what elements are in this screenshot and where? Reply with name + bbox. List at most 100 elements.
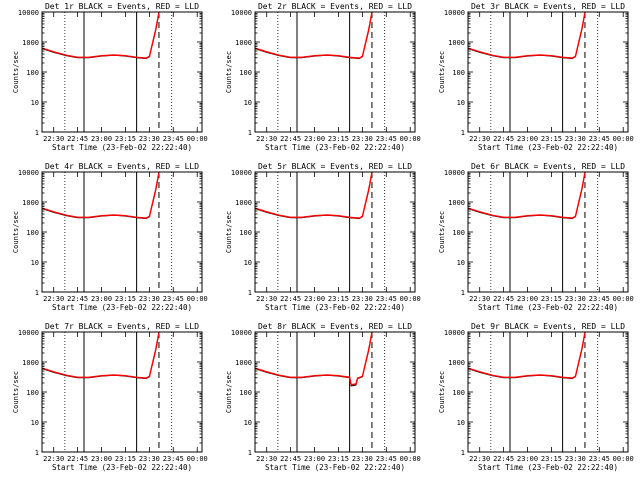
y-tick-label: 100: [452, 69, 465, 77]
x-tick-label: 23:45: [589, 295, 610, 303]
chart-panel: Det 7r BLACK = Events, RED = LLD 1 10 100 10…: [12, 322, 208, 472]
y-axis-label: Counts/sec: [12, 371, 20, 413]
x-tick-label: 23:30: [352, 455, 373, 463]
plot-frame: [254, 331, 416, 453]
plot-frame: [41, 331, 203, 453]
x-tick-label: 23:45: [163, 295, 184, 303]
x-tick-label: 23:00: [91, 455, 112, 463]
x-tick-label: 23:45: [163, 455, 184, 463]
y-tick-label: 1: [248, 289, 252, 297]
x-tick-label: 00:00: [187, 455, 208, 463]
x-tick-label: 22:30: [256, 295, 277, 303]
lld-rate-line: [254, 172, 373, 219]
x-tick-label: 23:30: [565, 455, 586, 463]
x-tick-label: 23:15: [541, 455, 562, 463]
y-tick-label: 1000: [448, 359, 465, 367]
x-tick-label: 22:30: [43, 455, 64, 463]
x-tick-label: 23:00: [517, 135, 538, 143]
x-tick-label: 23:15: [328, 455, 349, 463]
events-rate-line: [467, 13, 586, 60]
chart-title: Det 7r BLACK = Events, RED = LLD: [45, 322, 199, 331]
plot-frame: [254, 171, 416, 293]
x-tick-label: 22:45: [280, 455, 301, 463]
x-tick-label: 00:00: [187, 135, 208, 143]
events-rate-line: [254, 333, 373, 387]
y-tick-label: 10: [31, 259, 39, 267]
x-tick-label: 22:45: [280, 295, 301, 303]
x-axis-label: Start Time (23-Feb-02 22:22:40): [52, 303, 192, 312]
x-tick-label: 22:45: [493, 295, 514, 303]
x-tick-label: 00:00: [613, 455, 634, 463]
chart-panel: Det 4r BLACK = Events, RED = LLD 1 10 100 10…: [12, 162, 208, 312]
y-tick-label: 10: [31, 419, 39, 427]
x-tick-label: 23:45: [589, 455, 610, 463]
events-rate-line: [467, 333, 586, 380]
x-tick-label: 23:30: [565, 135, 586, 143]
y-tick-label: 1: [248, 129, 252, 137]
y-tick-label: 10: [244, 259, 252, 267]
chart-panel: Det 2r BLACK = Events, RED = LLD 1 10 100 10…: [225, 2, 421, 152]
x-tick-label: 22:30: [469, 455, 490, 463]
x-tick-label: 23:15: [115, 135, 136, 143]
x-tick-label: 23:15: [541, 135, 562, 143]
x-axis-label: Start Time (23-Feb-02 22:22:40): [265, 143, 405, 152]
x-tick-label: 00:00: [187, 295, 208, 303]
x-tick-label: 23:30: [565, 295, 586, 303]
x-tick-label: 23:00: [517, 455, 538, 463]
chart-title: Det 4r BLACK = Events, RED = LLD: [45, 162, 199, 171]
x-tick-label: 23:30: [139, 135, 160, 143]
y-tick-label: 100: [239, 229, 252, 237]
y-tick-label: 1: [35, 449, 39, 457]
chart-panel: Det 1r BLACK = Events, RED = LLD 1 10 100 10…: [12, 2, 208, 152]
y-tick-label: 10: [31, 99, 39, 107]
x-tick-label: 00:00: [400, 455, 421, 463]
y-tick-label: 1000: [235, 199, 252, 207]
y-axis-label: Counts/sec: [438, 371, 446, 413]
x-axis-label: Start Time (23-Feb-02 22:22:40): [265, 463, 405, 472]
events-rate-line: [41, 13, 160, 60]
x-tick-label: 23:45: [376, 135, 397, 143]
y-tick-label: 100: [452, 389, 465, 397]
y-axis-label: Counts/sec: [12, 51, 20, 93]
x-axis-label: Start Time (23-Feb-02 22:22:40): [478, 143, 618, 152]
y-axis-label: Counts/sec: [12, 211, 20, 253]
x-tick-label: 23:15: [328, 135, 349, 143]
y-tick-label: 100: [452, 229, 465, 237]
x-tick-label: 23:30: [352, 135, 373, 143]
chart-title: Det 2r BLACK = Events, RED = LLD: [258, 2, 412, 11]
x-tick-label: 22:45: [67, 295, 88, 303]
plot-frame: [41, 171, 203, 293]
y-tick-label: 100: [239, 69, 252, 77]
events-rate-line: [41, 173, 160, 220]
events-rate-line: [254, 173, 373, 220]
y-tick-label: 10000: [444, 9, 465, 17]
y-tick-label: 10: [457, 419, 465, 427]
y-tick-label: 1: [35, 289, 39, 297]
x-tick-label: 00:00: [400, 295, 421, 303]
x-tick-label: 23:00: [91, 135, 112, 143]
x-tick-label: 23:00: [304, 455, 325, 463]
x-tick-label: 23:30: [139, 295, 160, 303]
y-tick-label: 1: [461, 289, 465, 297]
y-tick-label: 1: [248, 449, 252, 457]
y-tick-label: 10: [457, 99, 465, 107]
x-tick-label: 22:30: [43, 135, 64, 143]
x-axis-label: Start Time (23-Feb-02 22:22:40): [265, 303, 405, 312]
y-tick-label: 10000: [231, 329, 252, 337]
events-rate-line: [254, 13, 373, 60]
y-tick-label: 10000: [18, 9, 39, 17]
lld-rate-line: [467, 172, 586, 219]
y-axis-label: Counts/sec: [225, 51, 233, 93]
y-axis-label: Counts/sec: [225, 211, 233, 253]
chart-panel: Det 5r BLACK = Events, RED = LLD 1 10 100 10…: [225, 162, 421, 312]
y-axis-label: Counts/sec: [438, 51, 446, 93]
y-tick-label: 10000: [18, 169, 39, 177]
y-axis-label: Counts/sec: [438, 211, 446, 253]
lld-rate-line: [254, 332, 373, 386]
x-tick-label: 22:30: [256, 455, 277, 463]
plot-frame: [467, 171, 629, 293]
chart-panel: Det 9r BLACK = Events, RED = LLD 1 10 100 10…: [438, 322, 634, 472]
events-rate-line: [467, 173, 586, 220]
lld-rate-line: [254, 12, 373, 59]
lld-rate-line: [41, 332, 160, 379]
